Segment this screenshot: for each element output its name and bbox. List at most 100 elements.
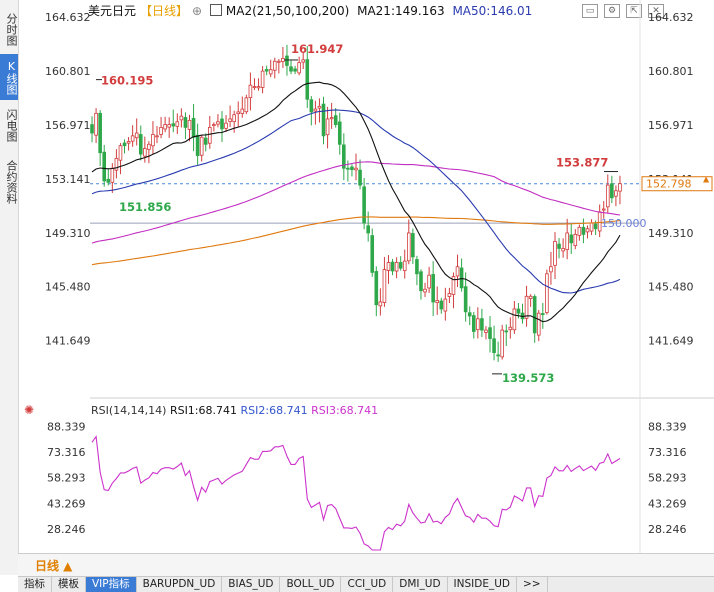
candle-body — [573, 233, 578, 246]
candle-body — [382, 269, 387, 303]
candle-body — [277, 60, 281, 63]
expand-icon[interactable]: ⇱ — [626, 4, 642, 18]
rsi-tick-right: 88.339 — [648, 420, 687, 433]
rsi-settings-icon: ✺ — [24, 403, 34, 417]
candle-body — [163, 124, 167, 130]
sidebar-tab-timeshare[interactable]: 分时图 — [5, 12, 18, 46]
refresh-icon[interactable]: ⊕ — [192, 4, 203, 18]
candle-body — [118, 145, 123, 161]
candle-body — [411, 233, 415, 258]
candle-body — [346, 167, 350, 170]
candle-body — [378, 301, 383, 307]
candle-body — [167, 124, 171, 128]
price-tick-right: 149.310 — [648, 227, 694, 240]
candle-body — [268, 69, 273, 75]
price-tick-left: 164.632 — [45, 11, 91, 24]
candle-body — [248, 84, 253, 99]
candle-body — [240, 108, 245, 114]
candle-body — [143, 148, 147, 157]
price-tick-right: 156.971 — [648, 119, 694, 132]
candle-body — [195, 134, 200, 156]
candle-body — [130, 135, 135, 142]
tab-barupdn[interactable]: BARUPDN_UD — [137, 577, 223, 592]
minimize-panel-icon[interactable]: ▭ — [582, 4, 598, 18]
rsi-tick-left: 58.293 — [47, 472, 86, 485]
ma21-value: MA21:149.163 — [357, 4, 445, 18]
tab-boll[interactable]: BOLL_UD — [280, 577, 342, 592]
candle-body — [463, 286, 468, 313]
sidebar-tab-contract[interactable]: 合约资料 — [5, 160, 18, 204]
candle-body — [256, 86, 261, 89]
settings-icon[interactable]: ⚙ — [604, 4, 620, 18]
last-price-label: 152.798 — [646, 178, 692, 191]
candle-body — [228, 118, 232, 122]
candle-body — [524, 295, 529, 319]
rsi-tick-left: 43.269 — [47, 497, 86, 510]
close-icon[interactable]: ✕ — [648, 4, 664, 18]
candle-body — [94, 112, 98, 136]
candle-body — [191, 117, 196, 138]
price-tick-right: 145.480 — [648, 281, 694, 294]
candle-body — [415, 259, 419, 275]
candle-body — [593, 223, 598, 230]
candle-body — [289, 66, 293, 72]
tab-vip-indicator[interactable]: VIP指标 — [86, 577, 137, 592]
candle-body — [553, 241, 557, 266]
candle-body — [419, 271, 423, 292]
sidebar-tab-kline[interactable]: K线图 — [0, 54, 18, 100]
price-tick-right: 141.649 — [648, 335, 694, 348]
tab-indicator[interactable]: 指标 — [18, 577, 52, 592]
candle-body — [610, 183, 614, 199]
candle-body — [443, 298, 448, 312]
candle-body — [224, 122, 228, 129]
candle-body — [293, 68, 297, 72]
candle-body — [110, 167, 115, 183]
candle-body — [138, 134, 143, 155]
period-label[interactable]: 【日线】 — [140, 4, 189, 18]
period-selector[interactable]: 日线 ▲ — [35, 559, 73, 573]
candle-body — [264, 69, 269, 72]
tab-cci[interactable]: CCI_UD — [341, 577, 394, 592]
candle-body — [549, 266, 553, 273]
candle-body — [386, 262, 391, 271]
candle-body — [496, 354, 500, 357]
rsi-tick-right: 28.246 — [648, 523, 687, 536]
candle-body — [488, 327, 492, 339]
rsi-tick-right: 73.316 — [648, 446, 687, 459]
candle-body — [199, 136, 204, 156]
tab-bias[interactable]: BIAS_UD — [222, 577, 281, 592]
candle-body — [402, 260, 407, 272]
candle-body — [106, 178, 111, 183]
candle-body — [516, 308, 521, 314]
candle-body — [541, 313, 545, 315]
candle-body — [187, 119, 192, 130]
candle-body — [350, 166, 354, 171]
ma100-line — [91, 161, 621, 244]
price-tick-left: 145.480 — [45, 281, 91, 294]
candle-body — [618, 183, 622, 192]
candle-body — [398, 262, 403, 269]
reference-level-label: 150.000 — [601, 217, 647, 230]
candle-body — [370, 235, 375, 273]
candle-body — [354, 167, 358, 171]
candle-body — [455, 266, 460, 277]
tab-dmi[interactable]: DMI_UD — [393, 577, 448, 592]
candle-body — [366, 225, 370, 234]
candle-body — [260, 70, 265, 88]
candle-body — [500, 329, 504, 358]
ma-settings-icon[interactable] — [209, 4, 222, 16]
candle-body — [244, 97, 249, 113]
candle-body — [451, 276, 456, 295]
annotation-low1: 151.856 — [119, 200, 171, 214]
tab-template[interactable]: 模板 — [52, 577, 86, 592]
tab-inside[interactable]: INSIDE_UD — [448, 577, 517, 592]
candle-body — [476, 318, 480, 331]
price-tick-right: 164.632 — [648, 11, 694, 24]
rsi-tick-left: 28.246 — [47, 523, 86, 536]
rsi3-value: RSI3:68.741 — [311, 404, 379, 417]
candle-body — [467, 312, 472, 317]
sidebar-tab-lightning[interactable]: 闪电图 — [5, 108, 18, 142]
candle-body — [577, 226, 582, 236]
tab-more[interactable]: >> — [517, 577, 548, 592]
